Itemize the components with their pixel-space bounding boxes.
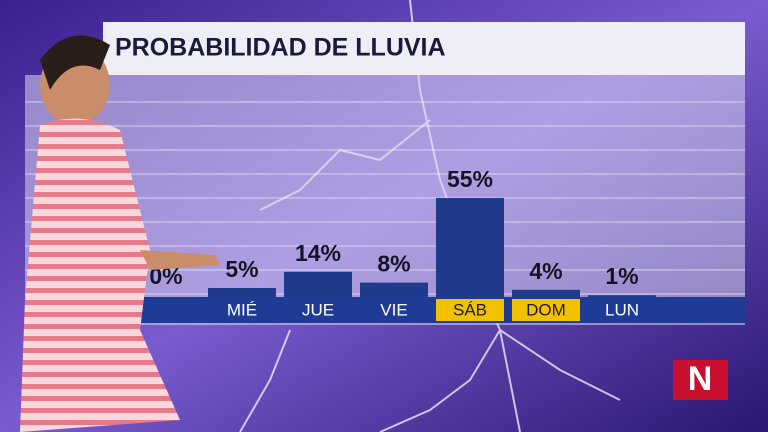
bar	[436, 198, 504, 297]
bar	[588, 295, 656, 298]
value-label: 55%	[447, 166, 493, 192]
presenter	[20, 35, 220, 432]
category-cell	[512, 299, 580, 321]
x-tick-label: DOM	[526, 300, 566, 319]
category-cell	[360, 299, 428, 321]
value-label: 4%	[529, 258, 562, 284]
x-tick-label: SÁB	[453, 300, 487, 319]
value-label: 1%	[605, 263, 638, 289]
chart-title: PROBABILIDAD DE LLUVIA	[115, 34, 446, 62]
bar	[360, 282, 428, 297]
x-tick-label: LUN	[605, 300, 639, 319]
value-label: 14%	[295, 240, 341, 266]
x-tick-label: MIÉ	[227, 300, 257, 319]
x-tick-label: VIE	[380, 300, 407, 319]
bar	[208, 288, 276, 297]
bar	[132, 297, 200, 299]
category-cell	[208, 299, 276, 321]
logo-box	[673, 360, 728, 400]
category-cell	[588, 299, 656, 321]
category-cell	[132, 299, 200, 321]
value-label: 8%	[377, 251, 410, 277]
bar	[284, 271, 352, 297]
bar	[512, 289, 580, 297]
category-cell	[284, 299, 352, 321]
value-label: 5%	[225, 256, 258, 282]
category-cell	[436, 299, 504, 321]
x-tick-label: JUE	[302, 300, 334, 319]
title-bar	[103, 22, 745, 75]
logo: N	[688, 360, 713, 398]
